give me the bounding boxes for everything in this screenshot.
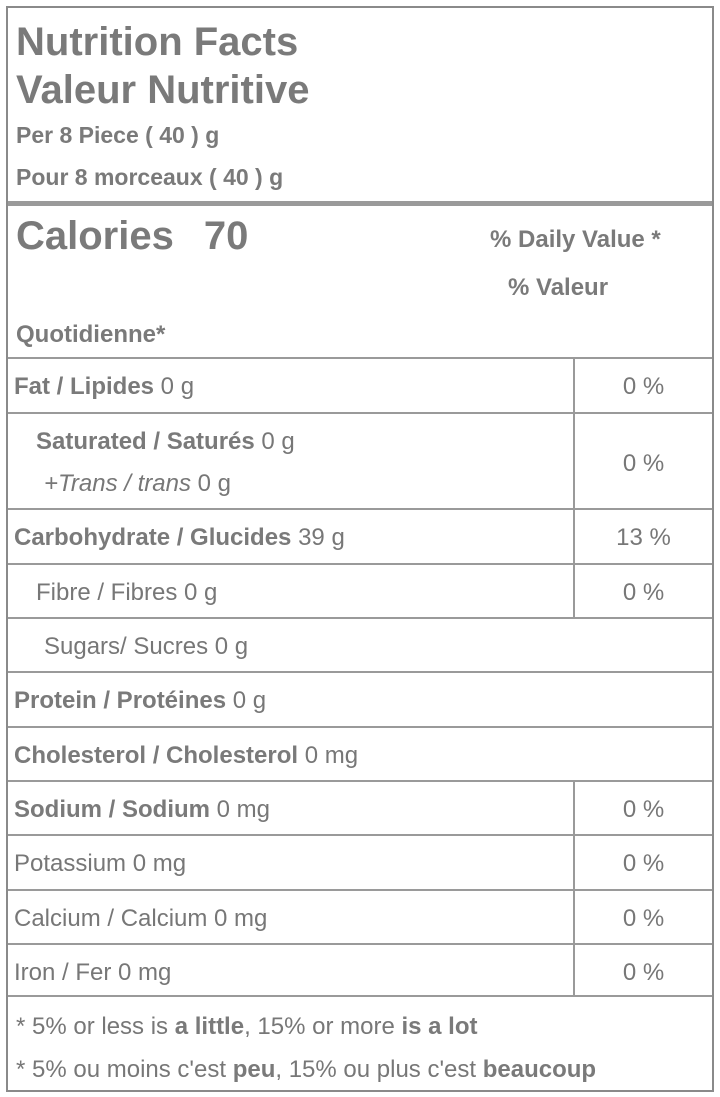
nutrient-sub-label: +Trans / trans 0 g xyxy=(44,470,231,497)
nutrient-label: Saturated / Saturés 0 g xyxy=(36,428,295,455)
nutrient-row-saturated-trans: Saturated / Saturés 0 g +Trans / trans 0… xyxy=(8,412,712,508)
nutrient-label: Iron / Fer 0 mg xyxy=(14,959,172,986)
nutrient-row-cholesterol: Cholesterol / Cholesterol 0 mg xyxy=(8,726,712,780)
nutrient-label: Sugars/ Sucres 0 g xyxy=(44,633,249,660)
calories-value: 70 xyxy=(203,214,249,258)
daily-value-percent: 0 % xyxy=(573,359,712,412)
nutrient-row-protein: Protein / Protéines 0 g xyxy=(8,671,712,726)
calories-line: Calories 70 xyxy=(16,214,248,259)
nutrient-label: Calcium / Calcium 0 mg xyxy=(14,905,268,932)
title-english: Nutrition Facts xyxy=(16,20,299,64)
daily-value-percent: 0 % xyxy=(573,782,712,834)
nutrient-label: Potassium 0 mg xyxy=(14,850,187,877)
nutrition-facts-panel: Nutrition Facts Valeur Nutritive Per 8 P… xyxy=(6,6,714,1092)
nutrient-label: Carbohydrate / Glucides 39 g xyxy=(14,524,345,551)
nutrient-row-fat: Fat / Lipides 0 g 0 % xyxy=(8,357,712,412)
nutrient-label: Fibre / Fibres 0 g xyxy=(36,579,218,606)
thick-divider xyxy=(8,201,712,206)
daily-value-percent: 0 % xyxy=(573,565,712,617)
daily-value-heading: % Daily Value * xyxy=(490,226,661,253)
daily-value-percent: 0 % xyxy=(573,945,712,995)
daily-value-heading-fr-2: Quotidienne* xyxy=(16,321,166,348)
nutrient-label: Fat / Lipides 0 g xyxy=(14,373,195,400)
daily-value-percent: 13 % xyxy=(573,510,712,563)
serving-size-english: Per 8 Piece ( 40 ) g xyxy=(16,122,220,148)
nutrient-label: Cholesterol / Cholesterol 0 mg xyxy=(14,742,359,769)
daily-value-heading-fr-1: % Valeur xyxy=(508,274,609,301)
nutrient-row-calcium: Calcium / Calcium 0 mg 0 % xyxy=(8,889,712,943)
nutrient-row-iron: Iron / Fer 0 mg 0 % xyxy=(8,943,712,997)
daily-value-percent: 0 % xyxy=(573,836,712,889)
serving-size-french: Pour 8 morceaux ( 40 ) g xyxy=(16,164,284,190)
calories-label: Calories xyxy=(16,214,174,258)
title-french: Valeur Nutritive xyxy=(16,68,310,112)
nutrient-label: Protein / Protéines 0 g xyxy=(14,687,267,714)
nutrient-row-carbohydrate: Carbohydrate / Glucides 39 g 13 % xyxy=(8,508,712,563)
footnote-english: * 5% or less is a little, 15% or more is… xyxy=(16,1013,478,1040)
nutrient-label: Sodium / Sodium 0 mg xyxy=(14,796,271,823)
daily-value-percent: 0 % xyxy=(573,891,712,943)
footnote-french: * 5% ou moins c'est peu, 15% ou plus c'e… xyxy=(16,1056,597,1083)
daily-value-percent: 0 % xyxy=(573,414,712,508)
nutrient-row-potassium: Potassium 0 mg 0 % xyxy=(8,834,712,889)
nutrient-row-sugars: Sugars/ Sucres 0 g xyxy=(8,617,712,671)
nutrient-row-sodium: Sodium / Sodium 0 mg 0 % xyxy=(8,780,712,834)
nutrient-row-fibre: Fibre / Fibres 0 g 0 % xyxy=(8,563,712,617)
